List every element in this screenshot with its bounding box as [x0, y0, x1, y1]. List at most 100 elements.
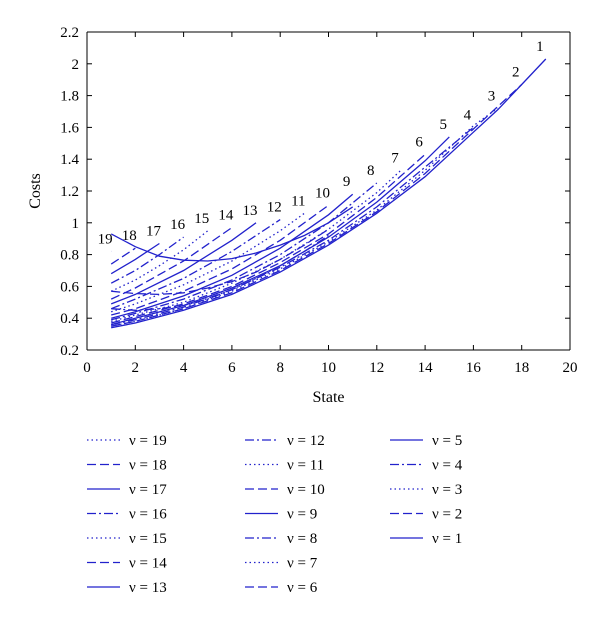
series-line-nu-17: [110, 242, 160, 275]
x-tick-labels: 0 2 4 6 8 10 12 14 16 18 20: [83, 360, 577, 376]
curve-label-12: 12: [267, 200, 282, 216]
x-tick-label: 0: [83, 360, 91, 376]
legend-label: ν = 13: [129, 580, 167, 596]
legend: ν = 19 ν = 18 ν = 17 ν = 16 ν = 15 ν = 14 ν = …: [87, 433, 463, 596]
legend-entry: ν = 6: [245, 580, 318, 596]
legend-label: ν = 3: [432, 482, 462, 498]
y-tick-labels: 0.2 0.4 0.6 0.8 1 1.2 1.4 1.6 1.8 2 2.2: [60, 25, 79, 359]
tick-marks: [86, 31, 571, 351]
x-tick-label: 8: [276, 360, 284, 376]
x-tick-label: 20: [563, 360, 578, 376]
legend-entry: ν = 16: [87, 507, 167, 523]
series-line-nu-6: [111, 153, 426, 324]
series-line-nu-14: [110, 227, 233, 300]
legend-entry: ν = 14: [87, 556, 167, 572]
curve-label-8: 8: [367, 163, 375, 179]
curve-label-10: 10: [315, 185, 330, 201]
legend-label: ν = 5: [432, 433, 462, 449]
legend-label: ν = 9: [287, 507, 317, 523]
legend-entry: ν = 5: [390, 433, 462, 449]
curve-label-11: 11: [291, 193, 305, 209]
y-tick-label: 0.4: [60, 311, 79, 327]
legend-entry: ν = 19: [87, 433, 167, 449]
series-line-nu-7: [111, 169, 402, 323]
x-tick-label: 6: [228, 360, 236, 376]
x-tick-label: 2: [132, 360, 140, 376]
curve-label-4: 4: [464, 107, 472, 123]
legend-entry: ν = 1: [390, 531, 462, 547]
legend-entry: ν = 9: [245, 507, 317, 523]
envelope-curve-3: [111, 234, 329, 311]
y-tick-label: 1.6: [60, 120, 79, 136]
legend-label: ν = 10: [287, 482, 325, 498]
curve-label-2: 2: [512, 64, 520, 80]
x-axis-label: State: [313, 389, 345, 406]
legend-entry: ν = 10: [245, 482, 325, 498]
series-line-nu-18: [110, 247, 136, 265]
legend-label: ν = 19: [129, 433, 167, 449]
legend-label: ν = 11: [287, 458, 324, 474]
legend-label: ν = 15: [129, 531, 167, 547]
legend-entry: ν = 11: [245, 458, 324, 474]
curve-label-1: 1: [536, 39, 544, 55]
legend-label: ν = 7: [287, 556, 318, 572]
x-tick-label: 12: [369, 360, 384, 376]
series-line-nu-9: [111, 193, 354, 319]
x-tick-label: 4: [180, 360, 188, 376]
series-line-nu-4: [111, 126, 474, 326]
curve-label-5: 5: [440, 117, 448, 133]
y-tick-label: 0.6: [60, 279, 79, 295]
legend-entry: ν = 18: [87, 458, 167, 474]
y-tick-label: 1.8: [60, 89, 79, 105]
series-line-nu-15: [110, 230, 209, 292]
curve-label-17: 17: [146, 223, 162, 239]
y-tick-label: 0.8: [60, 248, 79, 264]
legend-label: ν = 1: [432, 531, 462, 547]
legend-entry: ν = 4: [390, 458, 463, 474]
curve-label-3: 3: [488, 88, 496, 104]
legend-label: ν = 18: [129, 458, 167, 474]
legend-entry: ν = 15: [87, 531, 167, 547]
series-line-nu-2: [111, 84, 523, 327]
y-tick-label: 2.2: [60, 25, 79, 41]
legend-entry: ν = 3: [390, 482, 462, 498]
y-tick-label: 1.2: [60, 184, 79, 200]
legend-entry: ν = 17: [87, 482, 167, 498]
legend-label: ν = 2: [432, 507, 462, 523]
curve-label-13: 13: [243, 203, 258, 219]
y-tick-label: 2: [72, 57, 80, 73]
curve-label-18: 18: [122, 228, 137, 244]
legend-label: ν = 4: [432, 458, 463, 474]
curve-label-15: 15: [194, 211, 209, 227]
x-tick-label: 16: [466, 360, 482, 376]
envelope-curve-2: [111, 228, 329, 296]
x-tick-label: 18: [514, 360, 529, 376]
legend-entry: ν = 13: [87, 580, 167, 596]
curve-label-7: 7: [391, 150, 399, 166]
x-tick-label: 10: [321, 360, 336, 376]
legend-entry: ν = 8: [245, 531, 317, 547]
envelope-curve-1: [110, 206, 354, 262]
legend-label: ν = 8: [287, 531, 317, 547]
y-tick-label: 1.4: [60, 152, 79, 168]
x-tick-label: 14: [418, 360, 434, 376]
y-axis-label: Costs: [27, 173, 44, 209]
y-tick-label: 1: [72, 216, 80, 232]
legend-entry: ν = 2: [390, 507, 462, 523]
curve-label-9: 9: [343, 174, 351, 190]
legend-label: ν = 17: [129, 482, 167, 498]
series-line-nu-12: [110, 219, 281, 310]
series-line-nu-1: [111, 58, 547, 329]
legend-label: ν = 12: [287, 433, 325, 449]
curve-label-6: 6: [415, 134, 423, 150]
legend-label: ν = 16: [129, 507, 167, 523]
series-lines: [110, 58, 547, 329]
plot-area: 0 2 4 6 8 10 12 14 16 18 20 0.20.40.60.811.21.41.6…: [60, 25, 577, 376]
series-line-nu-16: [110, 236, 184, 284]
series-line-nu-13: [110, 222, 257, 305]
legend-entry: ν = 7: [245, 556, 318, 572]
series-line-nu-11: [110, 212, 305, 313]
legend-label: ν = 14: [129, 556, 167, 572]
